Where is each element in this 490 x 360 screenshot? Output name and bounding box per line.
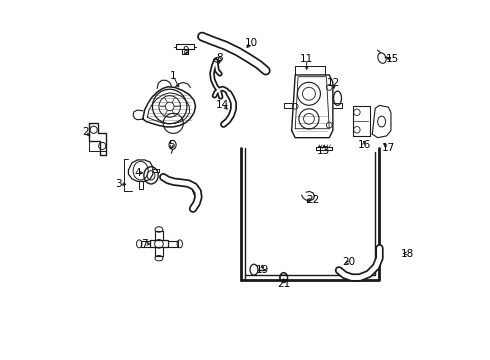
Text: 1: 1	[170, 71, 176, 81]
Text: 12: 12	[327, 78, 341, 88]
Text: 14: 14	[216, 100, 229, 110]
Text: 22: 22	[306, 195, 319, 205]
Text: 6: 6	[191, 186, 197, 196]
Text: 3: 3	[116, 179, 122, 189]
Text: 10: 10	[245, 38, 258, 48]
Text: 11: 11	[300, 54, 313, 64]
Text: 20: 20	[343, 257, 356, 267]
Text: 21: 21	[277, 279, 291, 289]
Text: 16: 16	[357, 140, 370, 150]
Text: 19: 19	[256, 265, 269, 275]
Text: 15: 15	[386, 54, 399, 64]
Text: 4: 4	[134, 168, 141, 178]
Text: 8: 8	[216, 53, 222, 63]
Text: 18: 18	[400, 248, 414, 258]
Text: 2: 2	[82, 127, 89, 136]
Text: 9: 9	[182, 46, 189, 56]
Text: 5: 5	[168, 140, 175, 150]
Text: 7: 7	[141, 239, 148, 249]
Circle shape	[166, 102, 174, 111]
Text: 13: 13	[317, 145, 331, 156]
Text: 17: 17	[382, 143, 395, 153]
